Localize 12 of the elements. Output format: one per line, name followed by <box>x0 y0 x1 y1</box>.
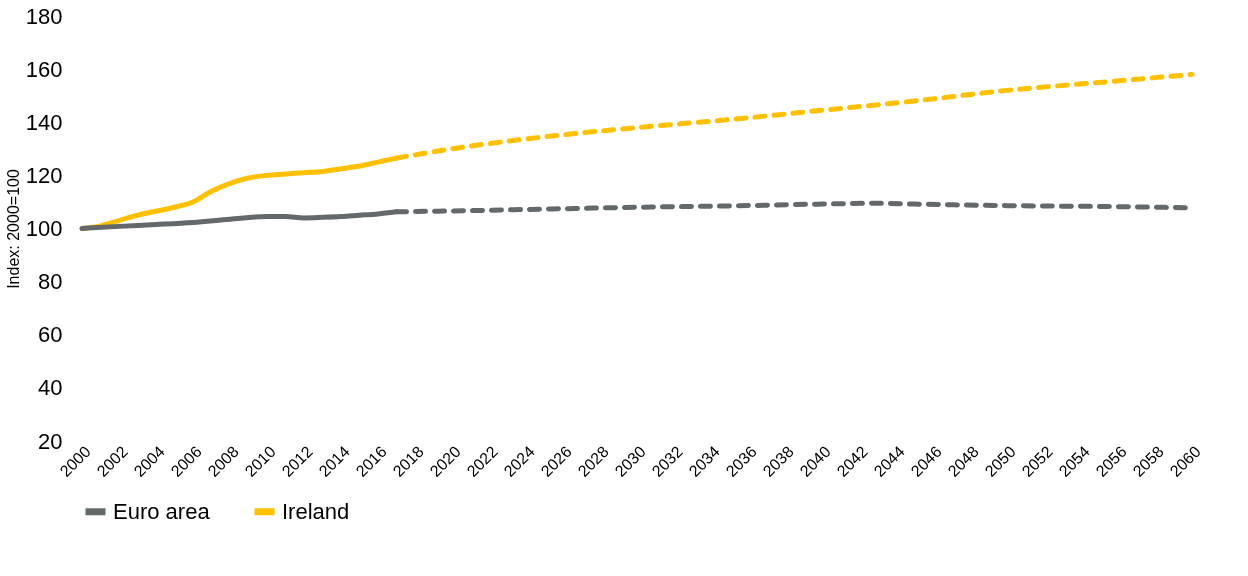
y-tick-label: 140 <box>25 109 63 135</box>
legend-label: Ireland <box>282 498 350 524</box>
y-tick-label: 160 <box>25 56 63 82</box>
legend-label: Euro area <box>113 498 211 524</box>
y-tick-label: 40 <box>38 375 63 401</box>
y-tick-label: 60 <box>38 322 63 348</box>
y-axis-title: Index: 2000=100 <box>4 169 22 289</box>
y-tick-label: 120 <box>25 162 63 188</box>
y-tick-label: 100 <box>25 216 63 241</box>
y-tick-label: 20 <box>38 428 63 454</box>
y-tick-label: 180 <box>25 3 63 29</box>
y-tick-label: 80 <box>38 269 63 295</box>
